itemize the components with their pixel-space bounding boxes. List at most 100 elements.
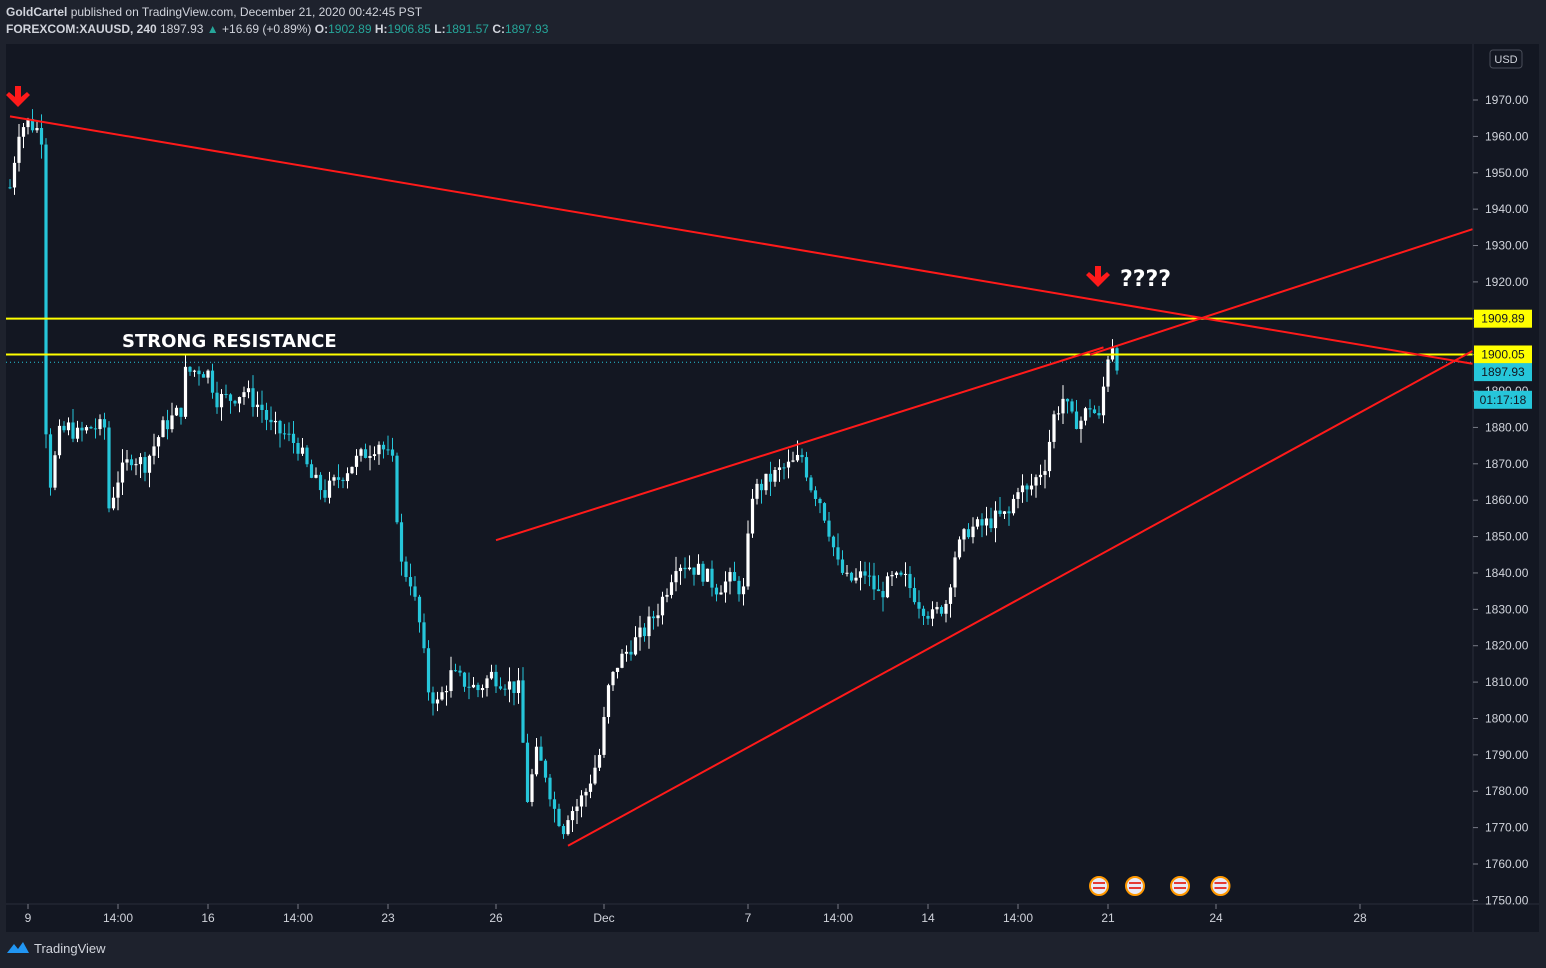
price-tick-label: 1870.00 bbox=[1485, 457, 1529, 471]
lower-level-tag-bg bbox=[1474, 345, 1532, 364]
ohlc-line: FOREXCOM:XAUUSD, 240 1897.93 ▲ +16.69 (+… bbox=[6, 21, 548, 38]
candle-body bbox=[30, 118, 35, 131]
price-tick-label: 1790.00 bbox=[1485, 748, 1529, 762]
candle-body bbox=[269, 419, 273, 423]
candle-body bbox=[975, 519, 980, 527]
price-tick-label: 1860.00 bbox=[1485, 493, 1529, 507]
candle-body bbox=[854, 577, 858, 581]
candle-body bbox=[1029, 485, 1034, 490]
time-axis[interactable]: 9 14:00 16 14:00 23 26 Dec 7 14:00 14 14:00 21 24 28 bbox=[25, 904, 1367, 925]
symbol-label[interactable]: FOREXCOM:XAUUSD, 240 bbox=[6, 22, 157, 36]
lower-level-tag: 1900.05 bbox=[1481, 347, 1525, 361]
close-value: 1897.93 bbox=[504, 22, 549, 36]
candle-body bbox=[957, 539, 962, 558]
candle-body bbox=[1056, 413, 1061, 415]
low-label: L: bbox=[434, 22, 446, 36]
footer-brand[interactable]: TradingView bbox=[6, 940, 106, 956]
candle-body bbox=[183, 366, 188, 417]
candle-body bbox=[710, 568, 714, 588]
upper-level-tag-bg bbox=[1474, 309, 1532, 328]
candlestick-series bbox=[8, 109, 1119, 839]
candle-body bbox=[107, 427, 111, 509]
up-triangle-icon: ▲ bbox=[206, 22, 219, 36]
candle-body bbox=[134, 464, 138, 466]
us-flag-event-icon[interactable] bbox=[1125, 876, 1145, 896]
candle-body bbox=[255, 404, 260, 408]
candle-body bbox=[984, 518, 989, 526]
candle-body bbox=[606, 685, 611, 718]
time-tick-label: 14:00 bbox=[823, 911, 853, 925]
time-tick-label: 24 bbox=[1209, 911, 1223, 925]
candle-body bbox=[431, 692, 435, 704]
candle-body bbox=[93, 428, 98, 430]
us-flag-event-icon[interactable] bbox=[1210, 876, 1231, 896]
candle-body bbox=[521, 680, 525, 743]
candle-body bbox=[363, 449, 368, 458]
trendline-rising-support[interactable] bbox=[567, 350, 1473, 847]
candle-body bbox=[1097, 413, 1101, 416]
candle-body bbox=[39, 128, 44, 145]
horizontal-levels bbox=[6, 317, 1473, 363]
candle-body bbox=[1052, 414, 1056, 442]
candle-body bbox=[341, 479, 345, 482]
candle-body bbox=[1002, 511, 1007, 514]
candle-body bbox=[867, 575, 872, 577]
candle-body bbox=[1025, 485, 1029, 490]
candle-body bbox=[800, 454, 804, 458]
candle-body bbox=[453, 670, 458, 672]
candle-body bbox=[809, 477, 813, 491]
low-value: 1891.57 bbox=[445, 22, 489, 36]
candle-body bbox=[737, 580, 741, 595]
svg-text:USD: USD bbox=[1494, 54, 1517, 66]
price-tick-label: 1840.00 bbox=[1485, 566, 1529, 580]
trendlines[interactable] bbox=[9, 115, 1473, 847]
candle-body bbox=[525, 742, 530, 802]
candle-body bbox=[597, 754, 602, 768]
event-markers[interactable] bbox=[1089, 876, 1231, 896]
candle-body bbox=[143, 457, 147, 473]
candle-body bbox=[741, 586, 746, 595]
candle-body bbox=[845, 572, 849, 574]
candle-body bbox=[1065, 398, 1070, 402]
candle-body bbox=[179, 407, 183, 417]
candle-body bbox=[678, 567, 683, 572]
candle-body bbox=[417, 596, 422, 623]
us-flag-event-icon[interactable] bbox=[1089, 876, 1109, 896]
candle-body bbox=[246, 388, 251, 393]
trendline-steep-rising[interactable] bbox=[1089, 228, 1473, 356]
candle-body bbox=[705, 568, 710, 582]
publish-line: GoldCartel published on TradingView.com,… bbox=[6, 4, 548, 21]
candle-body bbox=[593, 767, 597, 784]
candle-body bbox=[485, 678, 489, 688]
us-flag-event-icon[interactable] bbox=[1170, 876, 1190, 896]
price-tick-label: 1830.00 bbox=[1485, 602, 1529, 616]
candle-body bbox=[822, 503, 827, 521]
flag-stripe bbox=[1093, 887, 1105, 889]
price-tick-label: 1770.00 bbox=[1485, 821, 1529, 835]
candle-body bbox=[426, 648, 431, 693]
candle-body bbox=[804, 457, 809, 478]
candle-body bbox=[548, 777, 552, 800]
candle-body bbox=[786, 461, 791, 468]
candle-body bbox=[386, 449, 390, 451]
candle-body bbox=[566, 820, 570, 835]
candle-body bbox=[890, 575, 894, 577]
candle-body bbox=[1115, 348, 1119, 371]
publisher-name[interactable]: GoldCartel bbox=[6, 5, 68, 19]
brand-name: TradingView bbox=[34, 940, 106, 956]
candle-body bbox=[354, 455, 359, 467]
candle-body bbox=[1061, 398, 1065, 414]
currency-badge[interactable]: USD bbox=[1489, 49, 1523, 69]
flag-stripe bbox=[1129, 887, 1141, 889]
trendline-descending[interactable] bbox=[9, 115, 1473, 365]
candle-body bbox=[714, 587, 719, 595]
candle-body bbox=[570, 811, 575, 821]
candle-body bbox=[1043, 471, 1047, 475]
price-tick-label: 1820.00 bbox=[1485, 639, 1529, 653]
candle-body bbox=[944, 603, 948, 614]
candle-body bbox=[494, 671, 498, 687]
trendline-rising-resistance[interactable] bbox=[495, 346, 1104, 542]
candle-body bbox=[48, 434, 53, 488]
candle-body bbox=[44, 144, 48, 435]
